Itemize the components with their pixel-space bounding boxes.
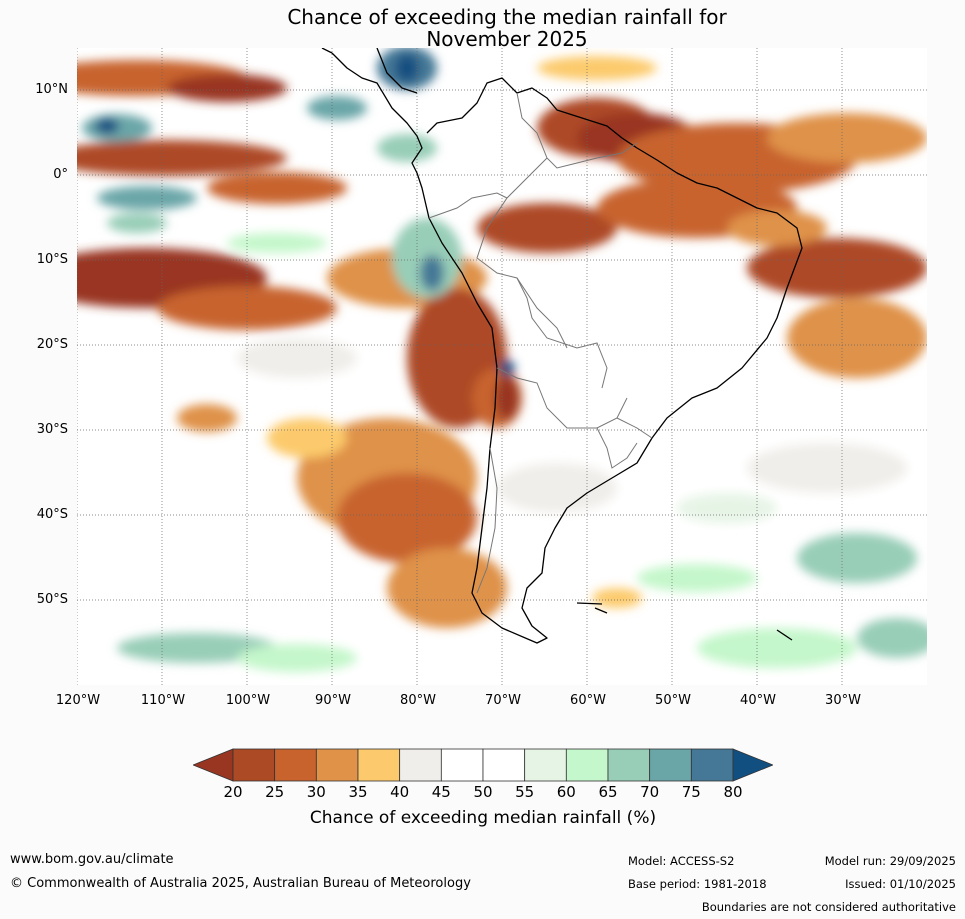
graticule xyxy=(77,48,927,685)
colorbar-tick-25: 25 xyxy=(265,783,285,801)
colorbar-tick-75: 75 xyxy=(681,783,701,801)
colorbar-tick-20: 20 xyxy=(223,783,243,801)
disclaimer-text: Boundaries are not considered authoritat… xyxy=(701,900,956,914)
rainfall-map xyxy=(77,48,927,685)
colorbar-extend-high xyxy=(732,748,773,782)
lat-label-40s: 40°S xyxy=(36,507,68,522)
colorbar-swatch xyxy=(482,748,526,782)
map-title-line1: Chance of exceeding the median rainfall … xyxy=(287,5,727,29)
country-borders xyxy=(428,92,653,594)
colorbar-label: Chance of exceeding median rainfall (%) xyxy=(309,808,657,828)
lon-label-60w: 60°W xyxy=(570,693,606,708)
lon-label-30w: 30°W xyxy=(825,693,861,708)
colorbar-swatch xyxy=(274,748,317,782)
colorbar-swatch xyxy=(524,748,567,782)
colorbar-swatch xyxy=(232,748,276,782)
colorbar-swatch xyxy=(399,748,442,782)
lon-label-100w: 100°W xyxy=(225,693,271,708)
lon-label-70w: 70°W xyxy=(485,693,521,708)
colorbar-tick-60: 60 xyxy=(556,783,576,801)
lon-label-120w: 120°W xyxy=(55,693,101,708)
colorbar-tick-40: 40 xyxy=(390,783,410,801)
issued-text: Issued: 01/10/2025 xyxy=(845,877,956,891)
colorbar-swatch xyxy=(440,748,484,782)
colorbar-tick-35: 35 xyxy=(348,783,368,801)
colorbar-tick-50: 50 xyxy=(473,783,493,801)
colorbar xyxy=(193,748,773,782)
lat-label-0: 0° xyxy=(53,167,68,182)
lat-label-20s: 20°S xyxy=(36,337,68,352)
lat-label-10s: 10°S xyxy=(36,252,68,267)
lon-label-80w: 80°W xyxy=(400,693,436,708)
colorbar-swatch xyxy=(690,748,734,782)
colorbar-swatch xyxy=(649,748,692,782)
lat-label-10n: 10°N xyxy=(35,82,68,97)
model-text: Model: ACCESS-S2 xyxy=(628,854,735,868)
model-run-text: Model run: 29/09/2025 xyxy=(824,854,956,868)
colorbar-tick-80: 80 xyxy=(723,783,743,801)
colorbar-swatch xyxy=(357,748,401,782)
colorbar-swatch xyxy=(607,748,651,782)
colorbar-swatch xyxy=(315,748,359,782)
lat-label-50s: 50°S xyxy=(36,592,68,607)
website-link[interactable]: www.bom.gov.au/climate xyxy=(10,852,174,867)
colorbar-swatch xyxy=(565,748,609,782)
base-period-text: Base period: 1981-2018 xyxy=(628,877,767,891)
lon-label-110w: 110°W xyxy=(140,693,186,708)
colorbar-extend-low xyxy=(193,748,234,782)
lat-label-30s: 30°S xyxy=(36,422,68,437)
coastline xyxy=(321,48,803,644)
rainfall-shading xyxy=(77,48,927,672)
lon-label-90w: 90°W xyxy=(315,693,351,708)
colorbar-tick-65: 65 xyxy=(598,783,618,801)
lon-label-40w: 40°W xyxy=(740,693,776,708)
colorbar-tick-30: 30 xyxy=(306,783,326,801)
copyright-text: © Commonwealth of Australia 2025, Austra… xyxy=(10,876,471,891)
colorbar-tick-70: 70 xyxy=(640,783,660,801)
lon-label-50w: 50°W xyxy=(655,693,691,708)
colorbar-tick-55: 55 xyxy=(515,783,535,801)
map-title-line2: November 2025 xyxy=(426,27,588,51)
colorbar-tick-45: 45 xyxy=(431,783,451,801)
